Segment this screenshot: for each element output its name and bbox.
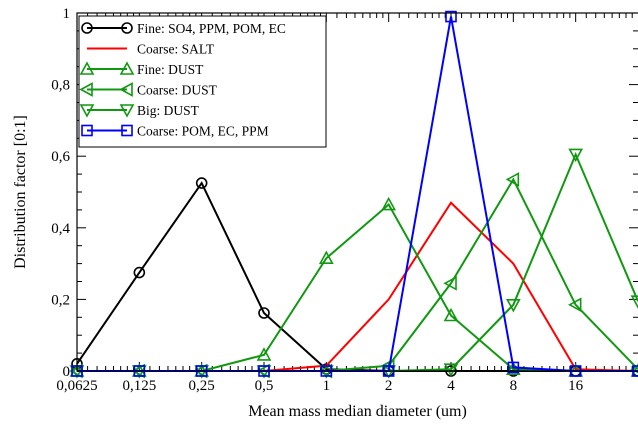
legend: Fine: SO4, PPM, POM, EC Coarse: SALT Fine:… (78, 15, 327, 148)
data-point (119, 82, 133, 97)
data-point (121, 22, 133, 34)
data-point (505, 172, 520, 187)
tick-labels: 0 0,2 0,4 0,6 0,8 1 0,0625 0,125 0,25 0,5 1 2 4 8 16 (51, 6, 583, 394)
legend-box (78, 15, 327, 148)
legend-entry: Big: DUST (79, 103, 200, 118)
data-point (258, 307, 270, 319)
data-point (443, 363, 459, 377)
x-tick-label: 2 (385, 378, 393, 394)
data-point (505, 298, 521, 313)
data-point (567, 297, 582, 313)
data-point (79, 61, 95, 75)
legend-label: Coarse: DUST (137, 83, 218, 98)
y-axis-title: Distribution factor [0:1] (12, 115, 29, 269)
data-point (79, 82, 93, 97)
data-point (195, 177, 208, 189)
series-line (76, 181, 638, 372)
y-tick-label: 0,4 (51, 221, 70, 237)
data-point (505, 361, 521, 376)
legend-label: Coarse: SALT (137, 42, 215, 57)
x-tick-label: 16 (568, 378, 584, 394)
data-point (119, 61, 135, 75)
data-point (121, 124, 133, 137)
legend-label: Fine: DUST (137, 62, 204, 77)
y-tick-label: 0,6 (51, 149, 70, 165)
legend-entry: Fine: DUST (79, 61, 204, 77)
legend-label: Fine: SO4, PPM, POM, EC (137, 21, 286, 36)
data-point (256, 347, 272, 361)
data-point (318, 250, 334, 265)
legend-entry: Coarse: POM, EC, PPM (81, 124, 269, 139)
data-point (381, 196, 397, 211)
legend-entry: Fine: SO4, PPM, POM, EC (81, 21, 286, 36)
data-point (81, 124, 93, 137)
x-axis-title: Mean mass median diameter (um) (248, 403, 467, 420)
series-2 (77, 201, 638, 372)
x-tick-label: 0,25 (189, 378, 215, 394)
legend-entry: Coarse: SALT (87, 42, 215, 57)
data-point (443, 307, 459, 322)
series-3 (69, 196, 638, 377)
series-4 (69, 172, 638, 379)
x-tick-label: 0,5 (255, 378, 274, 394)
legend-label: Big: DUST (137, 103, 200, 118)
series-line (77, 202, 638, 372)
data-point (630, 295, 638, 309)
data-point (79, 104, 95, 118)
data-point (81, 22, 93, 34)
legend-label: Coarse: POM, EC, PPM (137, 124, 269, 139)
x-tick-label: 1 (323, 378, 331, 394)
series-line (77, 201, 638, 372)
data-point (507, 361, 520, 374)
x-tick-label: 4 (447, 378, 455, 394)
data-point (133, 266, 146, 279)
data-point (445, 10, 457, 23)
legend-entry: Coarse: DUST (79, 82, 218, 98)
x-tick-label: 0,125 (122, 378, 156, 394)
data-point (568, 148, 584, 163)
data-point (119, 104, 135, 118)
x-tick-label: 8 (510, 378, 518, 394)
x-tick-label: 0,0625 (56, 378, 97, 394)
plot-frame (76, 12, 638, 372)
y-tick-label: 0,8 (51, 78, 70, 94)
y-tick-label: 0 (63, 364, 71, 380)
y-tick-label: 1 (63, 6, 71, 22)
y-tick-label: 0,2 (51, 292, 70, 308)
data-point (443, 275, 457, 291)
series-5 (69, 148, 638, 379)
